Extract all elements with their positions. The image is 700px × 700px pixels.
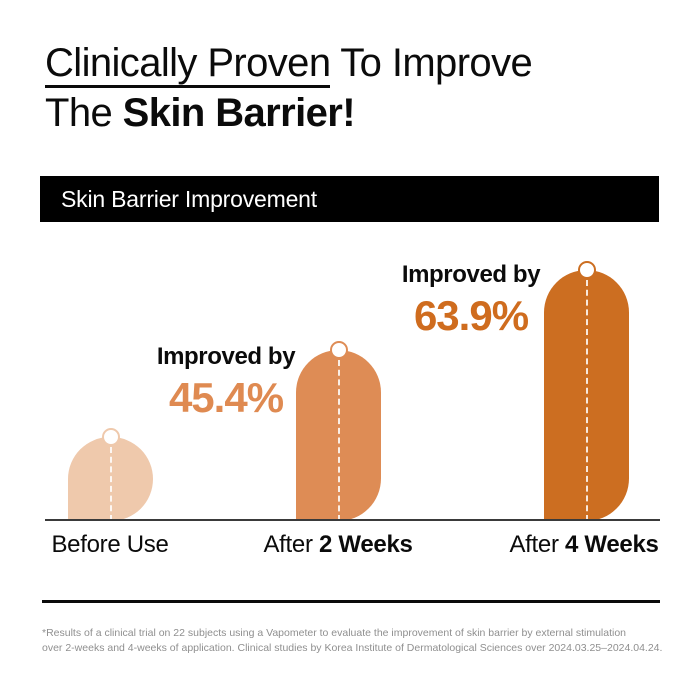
- annotation-after-2-weeks: Improved by 45.4%: [156, 343, 296, 422]
- title-line2-prefix: The: [45, 91, 123, 135]
- x-label-bold-text: 4 Weeks: [565, 531, 659, 558]
- chart-title-banner: Skin Barrier Improvement: [40, 176, 659, 222]
- page-title: Clinically Proven To Improve The Skin Ba…: [45, 38, 533, 138]
- bar-top-marker-circle: [101, 428, 120, 446]
- bar-after-2-weeks: [296, 341, 381, 521]
- footnote: *Results of a clinical trial on 22 subje…: [42, 626, 682, 656]
- x-label-after-4-weeks: After 4 Weeks: [509, 531, 658, 559]
- bar-top-marker-circle: [577, 261, 596, 279]
- footnote-divider: [42, 600, 660, 603]
- page-title-line-1: Clinically Proven To Improve: [45, 38, 533, 88]
- x-label-before-use: Before Use: [51, 531, 168, 559]
- annotation-after-4-weeks: Improved by 63.9%: [401, 261, 541, 340]
- title-line1-rest: To Improve: [330, 41, 533, 85]
- footnote-line-1: *Results of a clinical trial on 22 subje…: [42, 627, 627, 639]
- x-label-text: After: [509, 531, 566, 558]
- bar-center-dashed-line: [585, 280, 588, 521]
- bar-before-use: [68, 428, 153, 521]
- title-underlined-text: Clinically Proven: [45, 41, 331, 88]
- x-label-after-2-weeks: After 2 Weeks: [263, 531, 412, 559]
- footnote-line-2: over 2-weeks and 4-weeks of application.…: [42, 642, 663, 654]
- annotation-label: Improved by: [156, 343, 296, 370]
- chart-title: Skin Barrier Improvement: [61, 185, 317, 212]
- annotation-value: 63.9%: [413, 292, 529, 339]
- bar-top-marker-circle: [329, 341, 348, 359]
- x-axis-line: [45, 519, 660, 521]
- x-label-bold-text: 2 Weeks: [319, 531, 413, 558]
- x-label-text: After: [263, 531, 320, 558]
- bar-after-4-weeks: [544, 261, 629, 521]
- x-label-text: Before Use: [51, 531, 169, 558]
- title-line2-bold: Skin Barrier!: [122, 91, 356, 135]
- bar-center-dashed-line: [337, 360, 340, 521]
- bar-center-dashed-line: [109, 447, 112, 521]
- annotation-value: 45.4%: [168, 374, 284, 421]
- page-title-line-2: The Skin Barrier!: [45, 88, 532, 138]
- annotation-label: Improved by: [401, 261, 541, 288]
